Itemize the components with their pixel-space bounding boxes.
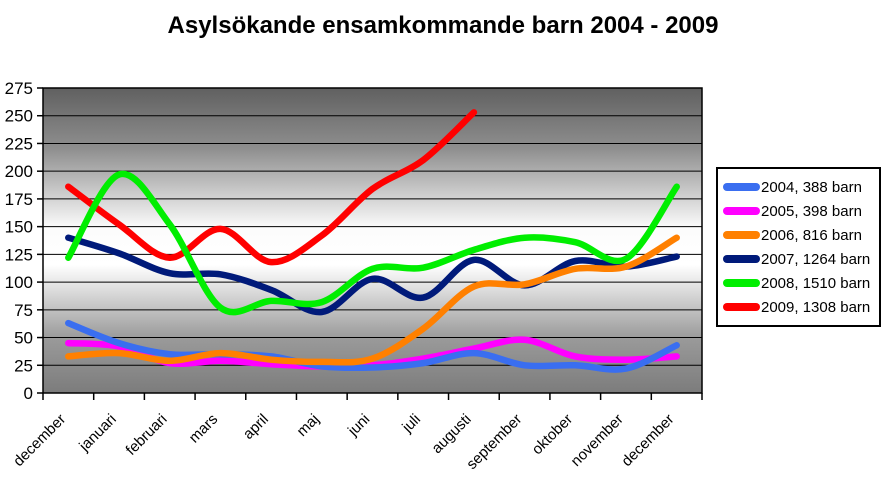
legend-label-2007: 2007, 1264 barn (761, 250, 871, 268)
y-axis-tick-label: 175 (5, 190, 33, 209)
x-axis-month-label: mars (186, 411, 222, 447)
y-axis-tick-label: 0 (24, 384, 33, 403)
plot-area (43, 88, 702, 393)
legend-item-2009: 2009, 1308 barn (723, 295, 874, 319)
legend-item-2006: 2006, 816 barn (723, 223, 874, 247)
legend-box: 2004, 388 barn 2005, 398 barn 2006, 816 ba… (716, 167, 881, 327)
legend-item-2005: 2005, 398 barn (723, 199, 874, 223)
legend-label-2005: 2005, 398 barn (761, 202, 862, 220)
series-line-2007 (65, 234, 680, 316)
x-axis-month-label: juli (398, 411, 424, 437)
y-axis-tick-label: 50 (14, 329, 33, 348)
x-axis-month-label: april (240, 411, 272, 443)
legend-line-swatch-2006-icon (723, 231, 760, 239)
y-axis-tick-label: 100 (5, 273, 33, 292)
legend-label-2004: 2004, 388 barn (761, 178, 862, 196)
x-axis-month-label: februari (123, 411, 171, 459)
legend-line-swatch-2008-icon (723, 279, 760, 287)
legend-line-swatch-2004-icon (723, 183, 760, 191)
legend-line-swatch-2005-icon (723, 207, 760, 215)
x-axis-month-label: januari (75, 411, 120, 456)
x-axis-month-label: december (10, 411, 69, 470)
legend-label-2006: 2006, 816 barn (761, 226, 862, 244)
legend-label-2008: 2008, 1510 barn (761, 274, 871, 292)
series-line-2004 (65, 319, 680, 373)
series-line-2009 (65, 109, 478, 266)
legend-label-2009: 2009, 1308 barn (761, 298, 871, 316)
legend-item-2007: 2007, 1264 barn (723, 247, 874, 271)
legend-item-2008: 2008, 1510 barn (723, 271, 874, 295)
y-axis-tick-label: 275 (5, 79, 33, 98)
y-axis-tick-label: 225 (5, 134, 33, 153)
x-axis-month-label: juni (344, 411, 373, 440)
y-axis-tick-label: 75 (14, 301, 33, 320)
legend-line-swatch-2007-icon (723, 255, 760, 263)
y-axis-tick-label: 125 (5, 245, 33, 264)
legend-line-swatch-2009-icon (723, 303, 760, 311)
x-axis-month-label: september (463, 411, 525, 473)
x-axis-month-label: december (618, 411, 677, 470)
legend-item-2004: 2004, 388 barn (723, 175, 874, 199)
series-line-2008 (65, 170, 680, 316)
series-line-2006 (65, 234, 680, 366)
y-axis-tick-label: 150 (5, 218, 33, 237)
y-axis-tick-label: 250 (5, 107, 33, 126)
chart-title: Asylsökande ensamkommande barn 2004 - 20… (167, 12, 719, 39)
plot-border (42, 87, 703, 394)
x-axis-month-label: maj (294, 411, 323, 440)
x-axis-month-label: augusti (428, 411, 474, 457)
y-axis-tick-label: 200 (5, 162, 33, 181)
x-axis-month-label: november (568, 411, 627, 470)
x-axis-month-label: oktober (529, 411, 576, 458)
y-axis-tick-label: 25 (14, 356, 33, 375)
